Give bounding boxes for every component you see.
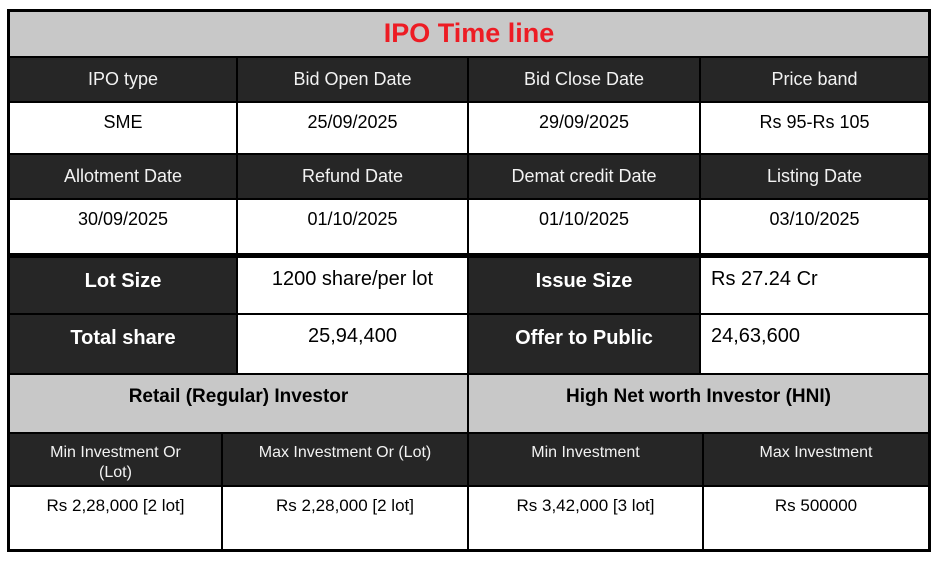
bid-close-date-value: 29/09/2025 bbox=[469, 103, 699, 153]
investor-section-row: Retail (Regular) Investor High Net worth… bbox=[10, 375, 928, 432]
bid-open-date-value: 25/09/2025 bbox=[238, 103, 467, 153]
hni-min-investment-header: Min Investment bbox=[469, 434, 702, 485]
hni-investor-section-title: High Net worth Investor (HNI) bbox=[469, 375, 928, 432]
allotment-date-header: Allotment Date bbox=[10, 155, 236, 198]
bid-close-date-header: Bid Close Date bbox=[469, 58, 699, 101]
table-title: IPO Time line bbox=[10, 12, 928, 56]
ipo-timeline-table: IPO Time line IPO type Bid Open Date Bid… bbox=[7, 9, 931, 552]
total-share-label: Total share bbox=[10, 315, 236, 373]
offer-to-public-label: Offer to Public bbox=[469, 315, 699, 373]
demat-credit-date-header: Demat credit Date bbox=[469, 155, 699, 198]
total-share-value: 25,94,400 bbox=[238, 315, 467, 373]
offer-to-public-value: 24,63,600 bbox=[701, 315, 928, 373]
total-offer-row: Total share 25,94,400 Offer to Public 24… bbox=[10, 315, 928, 373]
demat-credit-date-value: 01/10/2025 bbox=[469, 200, 699, 253]
bid-open-date-header: Bid Open Date bbox=[238, 58, 467, 101]
retail-investor-section-title: Retail (Regular) Investor bbox=[10, 375, 467, 432]
issue-size-label: Issue Size bbox=[469, 258, 699, 313]
timeline-value-row-1: SME 25/09/2025 29/09/2025 Rs 95-Rs 105 bbox=[10, 103, 928, 153]
lot-size-label: Lot Size bbox=[10, 258, 236, 313]
retail-max-investment-value: Rs 2,28,000 [2 lot] bbox=[223, 487, 467, 549]
timeline-header-row-1: IPO type Bid Open Date Bid Close Date Pr… bbox=[10, 58, 928, 101]
lot-size-value: 1200 share/per lot bbox=[238, 258, 467, 313]
allotment-date-value: 30/09/2025 bbox=[10, 200, 236, 253]
issue-size-value: Rs 27.24 Cr bbox=[701, 258, 928, 313]
hni-max-investment-header: Max Investment bbox=[704, 434, 928, 485]
refund-date-header: Refund Date bbox=[238, 155, 467, 198]
price-band-header: Price band bbox=[701, 58, 928, 101]
investment-header-row: Min Investment Or (Lot) Max Investment O… bbox=[10, 434, 928, 485]
retail-max-investment-header: Max Investment Or (Lot) bbox=[223, 434, 467, 485]
retail-min-investment-header-label: Min Investment Or (Lot) bbox=[50, 444, 181, 481]
hni-min-investment-value: Rs 3,42,000 [3 lot] bbox=[469, 487, 702, 549]
listing-date-value: 03/10/2025 bbox=[701, 200, 928, 253]
price-band-value: Rs 95-Rs 105 bbox=[701, 103, 928, 153]
ipo-type-header: IPO type bbox=[10, 58, 236, 101]
hni-max-investment-value: Rs 500000 bbox=[704, 487, 928, 549]
ipo-type-value: SME bbox=[10, 103, 236, 153]
refund-date-value: 01/10/2025 bbox=[238, 200, 467, 253]
timeline-header-row-2: Allotment Date Refund Date Demat credit … bbox=[10, 155, 928, 198]
title-row: IPO Time line bbox=[10, 12, 928, 56]
listing-date-header: Listing Date bbox=[701, 155, 928, 198]
timeline-value-row-2: 30/09/2025 01/10/2025 01/10/2025 03/10/2… bbox=[10, 200, 928, 253]
investment-value-row: Rs 2,28,000 [2 lot] Rs 2,28,000 [2 lot] … bbox=[10, 487, 928, 549]
lot-issue-row: Lot Size 1200 share/per lot Issue Size R… bbox=[10, 258, 928, 313]
retail-min-investment-header: Min Investment Or (Lot) bbox=[10, 434, 221, 485]
retail-min-investment-value: Rs 2,28,000 [2 lot] bbox=[10, 487, 221, 549]
